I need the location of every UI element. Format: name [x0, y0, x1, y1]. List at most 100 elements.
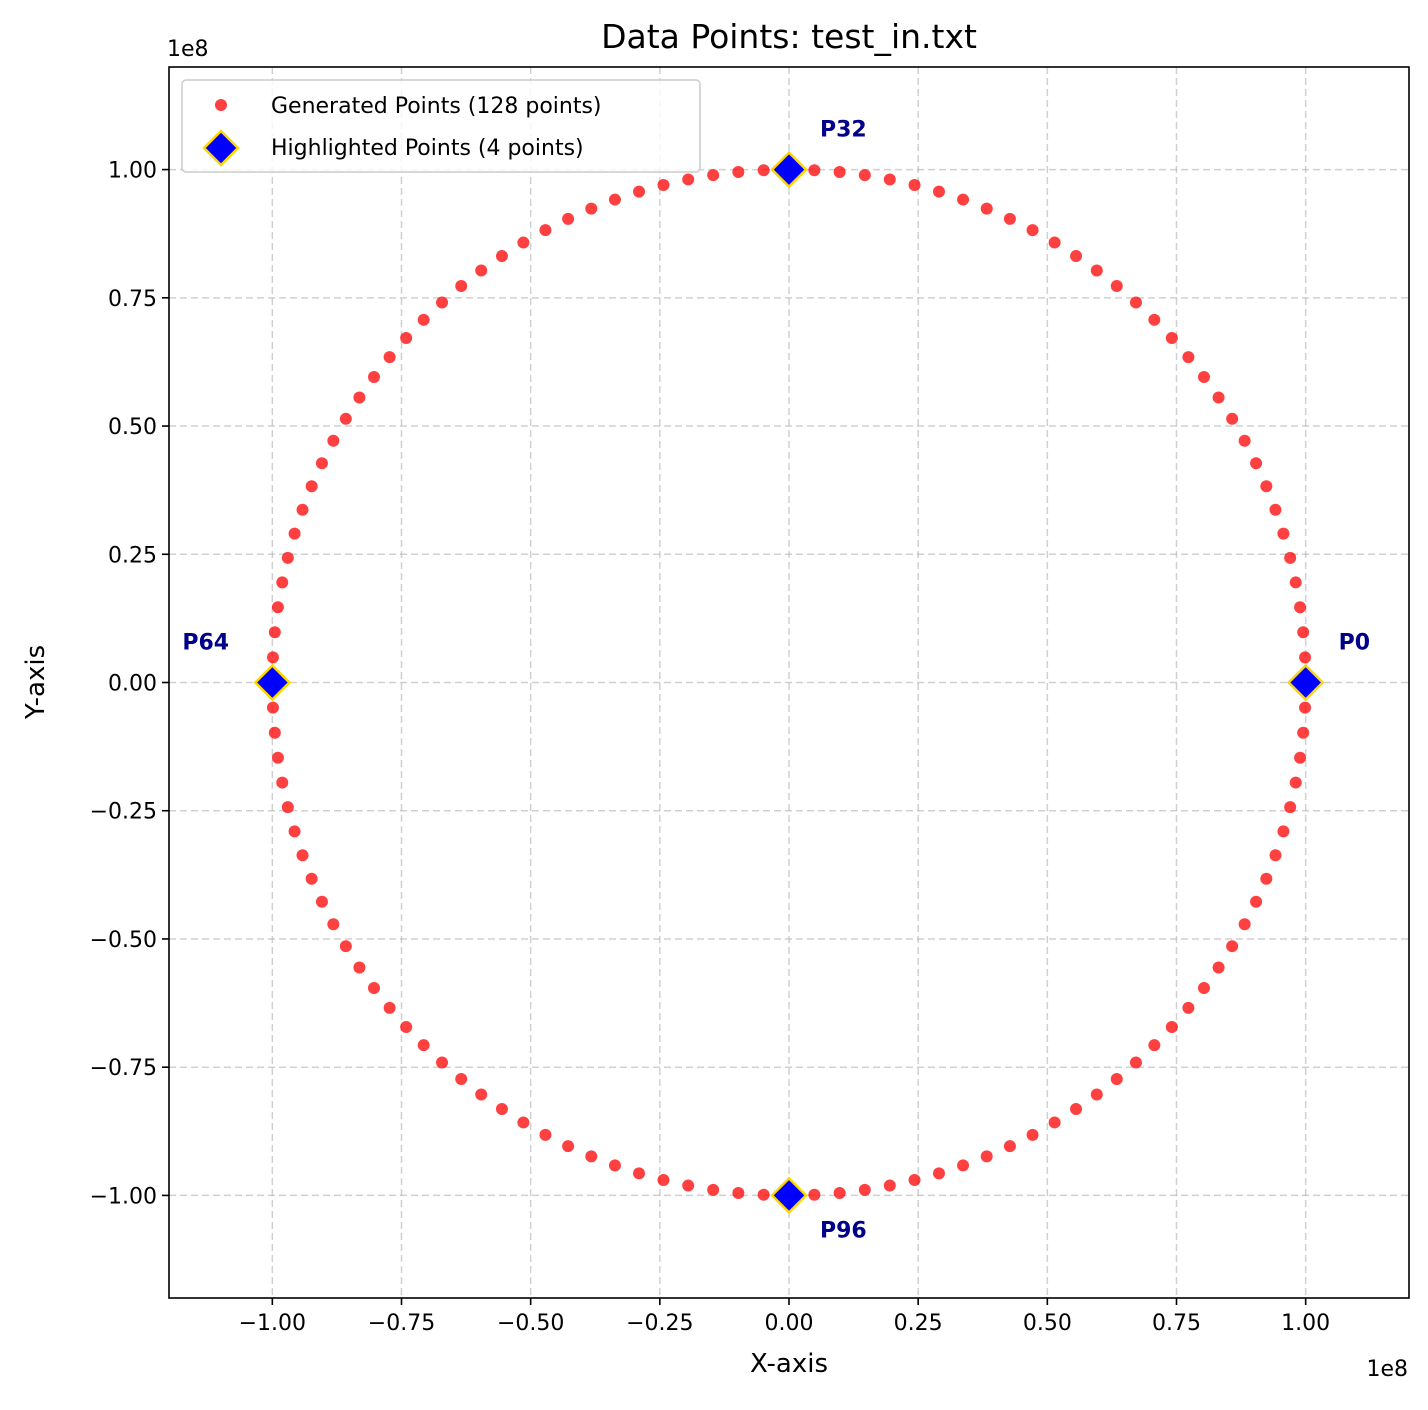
generated-point	[339, 412, 352, 425]
point-label: P96	[820, 1218, 867, 1243]
generated-point	[368, 370, 381, 383]
generated-point	[305, 480, 318, 493]
y-axis-label: Y-axis	[21, 645, 51, 720]
generated-point	[1277, 825, 1290, 838]
generated-point	[305, 872, 318, 885]
y-axis-ticks: 1.00 0.75 0.50 0.25 0.00 −0.25 −0.50 −0.75 −1.00	[90, 159, 169, 1209]
x-tick-label: −0.50	[497, 1311, 564, 1336]
generated-point	[957, 193, 970, 206]
chart-title: Data Points: test_in.txt	[601, 17, 977, 56]
generated-point	[1289, 576, 1302, 589]
generated-point	[517, 236, 530, 249]
highlighted-point	[1286, 663, 1325, 702]
generated-point	[1269, 503, 1282, 516]
generated-point	[1026, 1128, 1039, 1141]
generated-point	[1212, 961, 1225, 974]
generated-point	[281, 801, 294, 814]
legend-marker-highlighted	[202, 129, 240, 167]
generated-point	[1165, 1020, 1178, 1033]
generated-point	[1289, 776, 1302, 789]
generated-point	[271, 601, 284, 614]
generated-point	[339, 940, 352, 953]
y-tick-label: −0.25	[90, 800, 157, 825]
y-tick-label: −1.00	[90, 1184, 157, 1209]
generated-point	[682, 1179, 695, 1192]
generated-point	[682, 173, 695, 186]
generated-point	[707, 1183, 720, 1196]
generated-point	[266, 651, 279, 664]
x-tick-label: 1.00	[1281, 1311, 1330, 1336]
grid-lines	[169, 67, 1409, 1298]
generated-point	[1129, 1056, 1142, 1069]
generated-point	[1212, 391, 1225, 404]
y-tick-label: 0.75	[108, 287, 157, 312]
generated-point	[858, 1183, 871, 1196]
generated-point	[562, 1140, 575, 1153]
generated-point	[1226, 940, 1239, 953]
generated-point	[883, 173, 896, 186]
highlighted-point	[770, 150, 808, 189]
generated-point	[281, 551, 294, 564]
generated-point	[288, 527, 301, 540]
generated-point	[1284, 551, 1297, 564]
generated-point	[608, 193, 621, 206]
generated-point	[980, 202, 993, 215]
generated-point	[808, 164, 821, 177]
generated-point	[585, 202, 598, 215]
generated-point	[1182, 1001, 1195, 1014]
x-tick-label: 0.00	[765, 1311, 814, 1336]
generated-point	[1165, 332, 1178, 345]
legend-label-highlighted: Highlighted Points (4 points)	[271, 136, 584, 161]
generated-point	[1226, 412, 1239, 425]
legend: Generated Points (128 points) Highlighte…	[181, 79, 701, 173]
x-axis-ticks: −1.00 −0.75 −0.50 −0.25 0.00 0.25 0.50 0.75 1.00	[239, 1298, 1330, 1336]
legend-marker-generated	[215, 99, 227, 111]
generated-point	[368, 982, 381, 995]
point-label: P0	[1339, 631, 1370, 656]
x-tick-label: 0.25	[894, 1311, 943, 1336]
generated-point	[1260, 872, 1273, 885]
generated-point	[657, 178, 670, 191]
generated-point	[1110, 1072, 1123, 1085]
generated-point	[296, 849, 309, 862]
generated-point	[1250, 895, 1263, 908]
generated-point	[1110, 280, 1123, 293]
generated-point	[400, 332, 413, 345]
generated-point	[1070, 1102, 1083, 1115]
generated-point	[1299, 701, 1312, 714]
generated-point	[908, 178, 921, 191]
generated-point	[1048, 236, 1061, 249]
generated-point	[883, 1179, 896, 1192]
generated-point	[1148, 313, 1161, 326]
generated-point	[1148, 1039, 1161, 1052]
generated-point	[1297, 726, 1310, 739]
generated-point	[1090, 1088, 1103, 1101]
generated-point	[908, 1174, 921, 1187]
generated-point	[475, 1088, 488, 1101]
generated-point	[266, 701, 279, 714]
generated-point	[271, 751, 284, 764]
generated-point	[980, 1150, 993, 1163]
generated-point	[757, 1188, 770, 1201]
generated-point	[1269, 849, 1282, 862]
x-tick-label: −0.25	[626, 1311, 693, 1336]
generated-point	[1277, 527, 1290, 540]
generated-point	[1197, 982, 1210, 995]
generated-point	[1090, 264, 1103, 277]
generated-point	[436, 1056, 449, 1069]
generated-point	[932, 185, 945, 198]
y-tick-label: 1.00	[108, 159, 157, 184]
generated-point	[1294, 751, 1307, 764]
y-tick-label: −0.75	[90, 1056, 157, 1081]
generated-point	[268, 626, 281, 639]
generated-point	[1260, 480, 1273, 493]
generated-point	[1182, 351, 1195, 364]
generated-point	[455, 1072, 468, 1085]
point-label: P64	[182, 631, 229, 656]
generated-point	[353, 961, 366, 974]
generated-point	[1003, 212, 1016, 225]
generated-point	[957, 1159, 970, 1172]
generated-point	[400, 1020, 413, 1033]
generated-point	[808, 1188, 821, 1201]
